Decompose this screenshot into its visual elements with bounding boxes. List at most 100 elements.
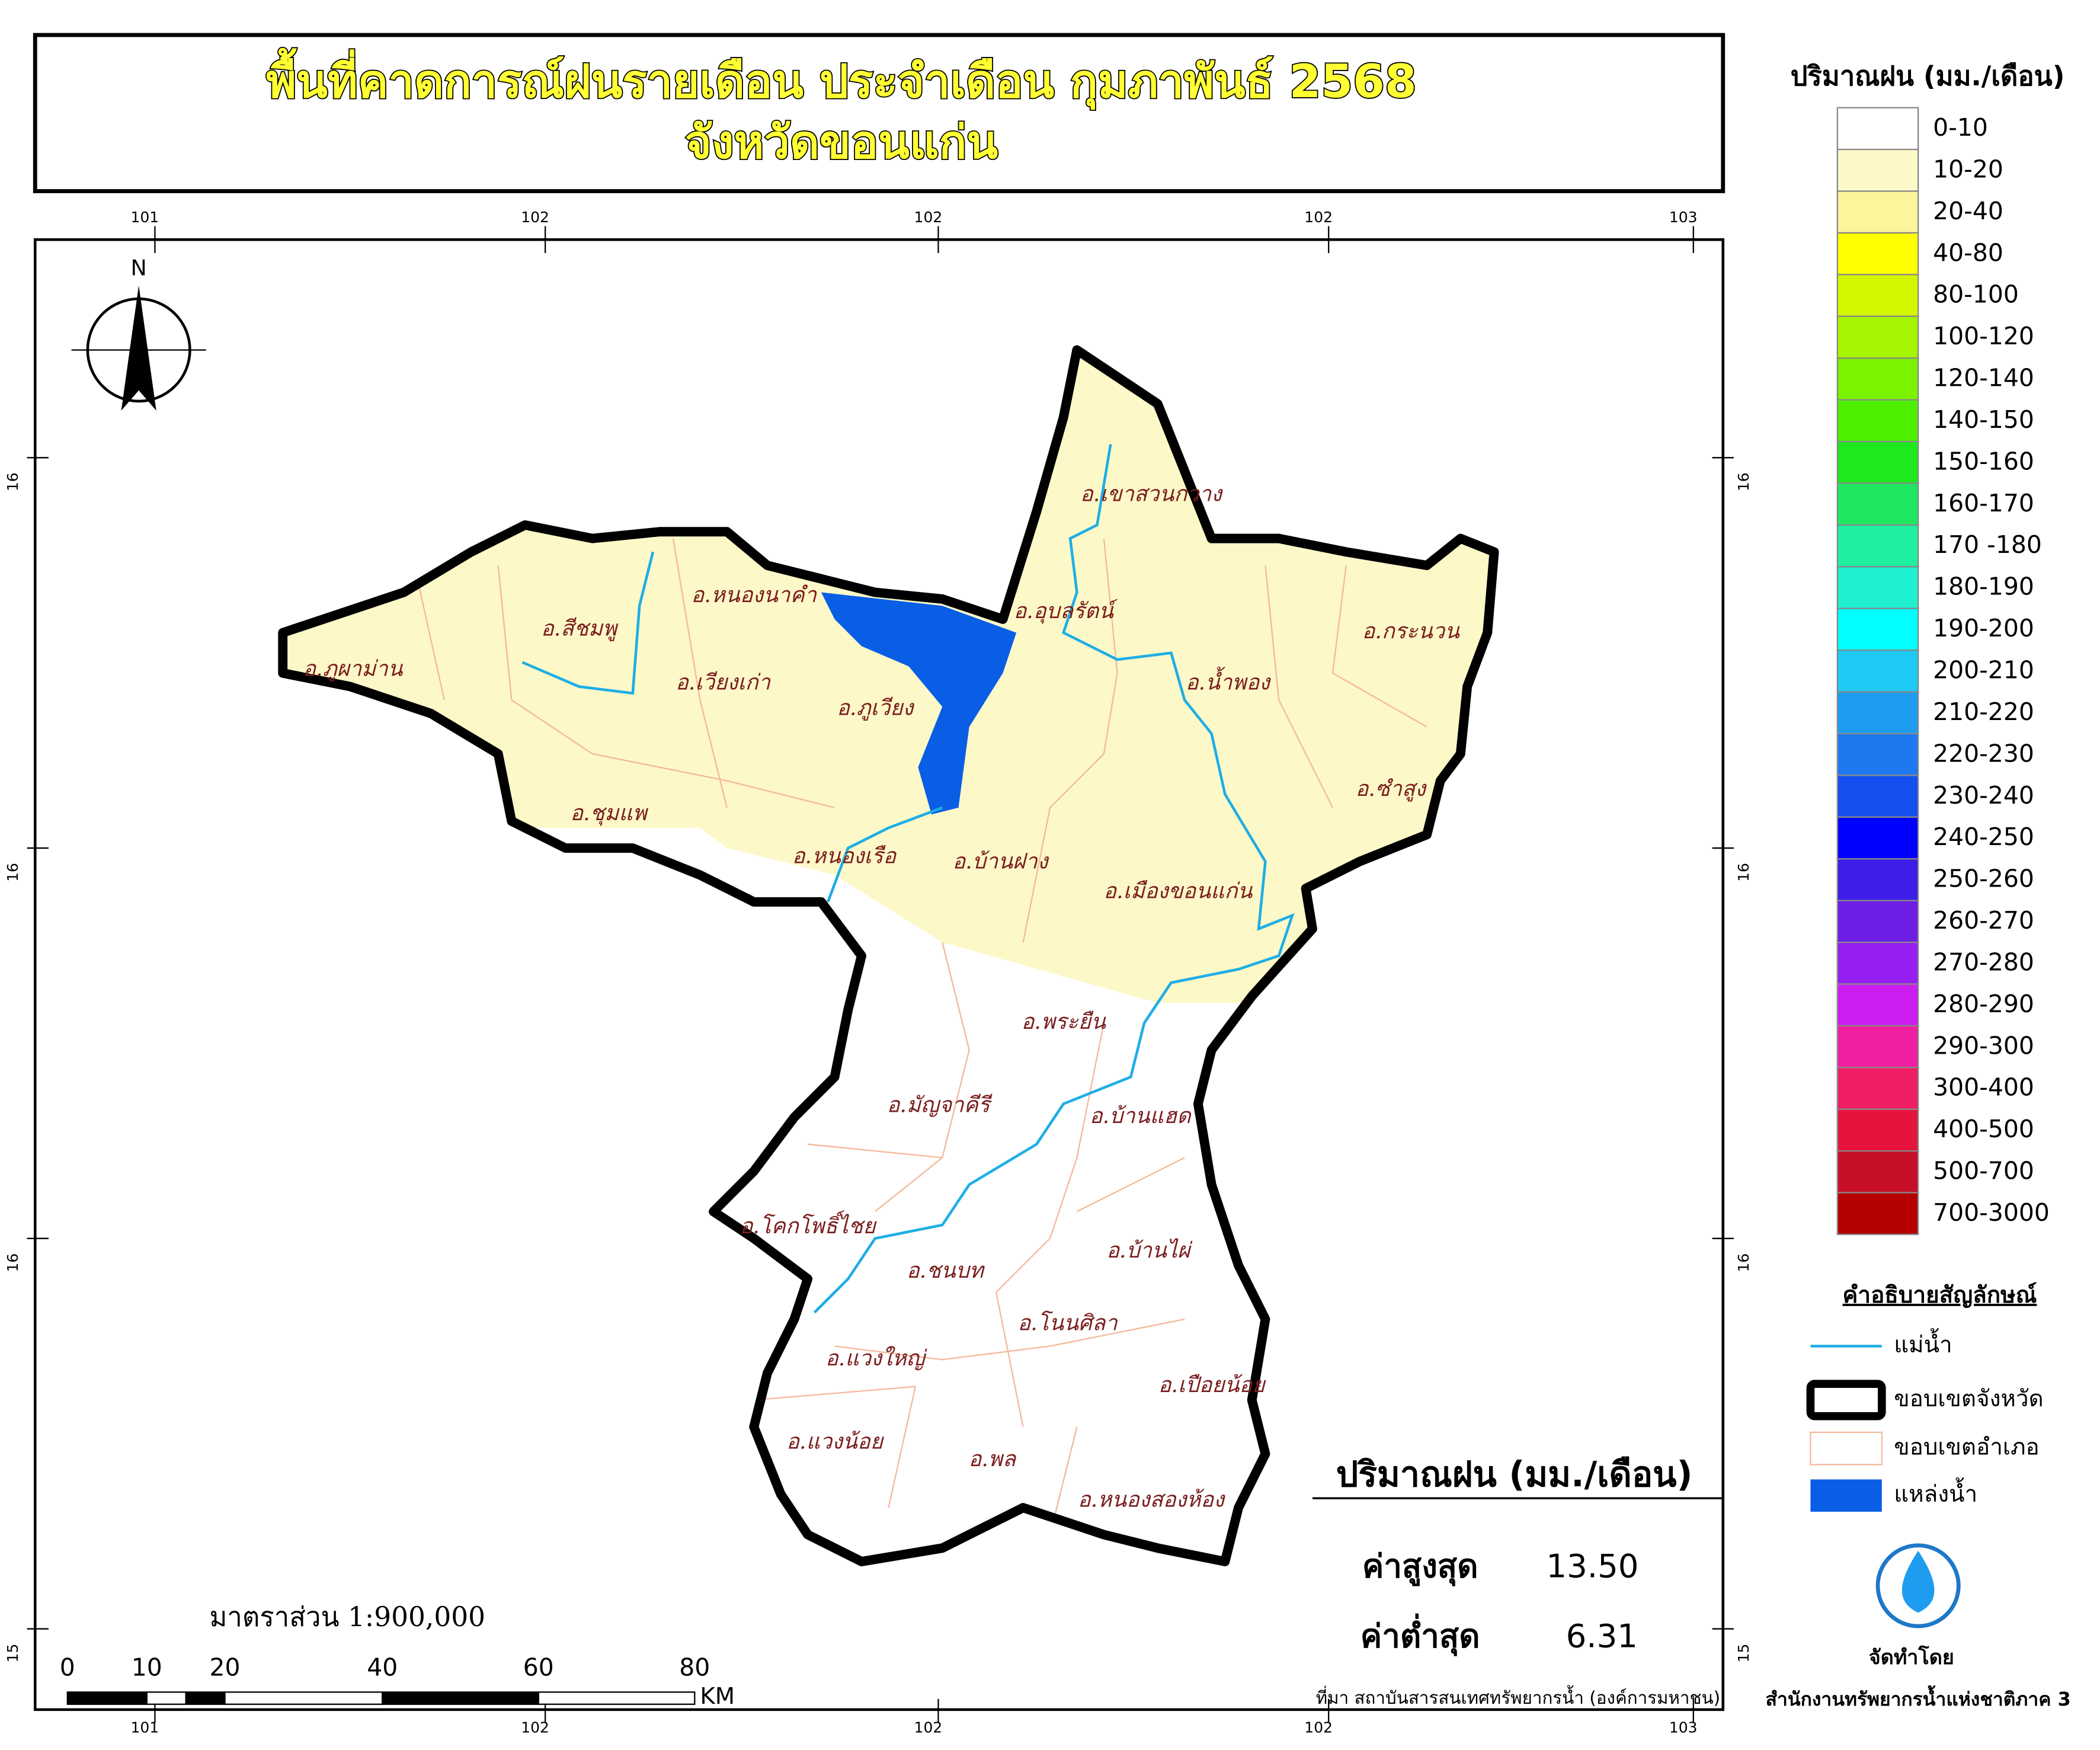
legend-swatch (1836, 524, 1919, 568)
district-label: อ.เมืองขอนแก่น (1103, 878, 1253, 904)
grid-label-right: 15 (1735, 1644, 1752, 1663)
legend-swatch (1836, 732, 1919, 776)
scale-tick: 0 (60, 1653, 75, 1682)
district-label: อ.เวียงเก่า (676, 669, 772, 695)
title-box (33, 33, 1726, 193)
scale-tick: 80 (679, 1653, 710, 1682)
district-label: อ.ภูเวียง (837, 695, 914, 721)
district-boundaries (417, 538, 1427, 1535)
grid-label-bottom: 103 (1669, 1719, 1698, 1736)
symbol-label: แม่น้ำ (1894, 1328, 1952, 1358)
scale-unit: KM (700, 1683, 735, 1710)
grid-label-bottom: 101 (131, 1719, 159, 1736)
legend-swatch (1836, 149, 1919, 192)
legend-label: 500-700 (1933, 1157, 2034, 1185)
logo-drop (1901, 1550, 1935, 1613)
district-label: อ.ชุมแพ (570, 800, 648, 826)
scale-segment (224, 1691, 383, 1705)
legend-swatch (1836, 482, 1919, 526)
legend-swatch (1836, 357, 1919, 401)
legend-swatch (1836, 190, 1919, 234)
scale-tick: 60 (523, 1653, 554, 1682)
legend-label: 120-140 (1933, 364, 2034, 392)
legend-swatch (1836, 858, 1919, 901)
scale-tick: 20 (210, 1653, 241, 1682)
district-label: อ.ซำสูง (1356, 776, 1427, 802)
legend-label: 190-200 (1933, 614, 2034, 642)
district-label: อ.อุบลรัตน์ (1013, 598, 1118, 624)
district-label: อ.แวงใหญ่ (825, 1345, 928, 1371)
legend-swatch (1836, 775, 1919, 818)
district-label: อ.ภูผาม่าน (303, 656, 403, 682)
legend-label: 400-500 (1933, 1115, 2034, 1143)
grid-label-top: 102 (914, 209, 943, 226)
district-label: อ.มัญจาคีรี (887, 1092, 993, 1118)
legend-swatch (1836, 691, 1919, 735)
legend-swatch (1836, 1067, 1919, 1110)
district-label: อ.เขาสวนกวาง (1080, 481, 1223, 506)
legend-label: 250-260 (1933, 865, 2034, 893)
symbol-label: ขอบเขตอำเภอ (1894, 1434, 2039, 1461)
legend-label: 210-220 (1933, 698, 2034, 726)
district-label: อ.พระยืน (1021, 1009, 1106, 1034)
legend-label: 150-160 (1933, 447, 2034, 475)
legend-swatch (1836, 900, 1919, 943)
district-label: อ.บ้านฝาง (952, 849, 1049, 874)
district-label: อ.หนองสองห้อง (1078, 1486, 1225, 1512)
grid-label-left: 16 (4, 472, 21, 491)
grid-label-right: 16 (1735, 863, 1752, 882)
scale-segment (66, 1691, 148, 1705)
grid-label-right: 16 (1735, 472, 1752, 491)
legend-swatch (1836, 607, 1919, 651)
district-label: อ.น้ำพอง (1186, 666, 1271, 695)
district-label: อ.แวงน้อย (786, 1429, 885, 1454)
grid-label-bottom: 102 (521, 1719, 549, 1736)
legend-label: 40-80 (1933, 238, 2003, 267)
legend-swatch (1836, 399, 1919, 443)
district-label: อ.กระนวน (1362, 618, 1461, 644)
min-value: 6.31 (1566, 1617, 1638, 1655)
legend-label: 140-150 (1933, 405, 2034, 434)
legend-label: 0-10 (1933, 113, 1988, 142)
legend-label: 240-250 (1933, 823, 2034, 851)
max-label: ค่าสูงสุด (1362, 1547, 1478, 1586)
grid-label-top: 103 (1669, 209, 1698, 226)
grid-label-bottom: 102 (1304, 1719, 1333, 1736)
rivers (521, 444, 1295, 1314)
legend-label: 300-400 (1933, 1073, 2034, 1102)
legend-swatch (1836, 440, 1919, 484)
legend-swatch (1836, 1150, 1919, 1194)
subtitle: จังหวัดขอนแก่น (685, 116, 998, 169)
symbol-label: แหล่งน้ำ (1894, 1477, 1977, 1508)
source: ที่มา สถาบันสารสนเทศทรัพยากรน้ำ (องค์การ… (1316, 1685, 1721, 1708)
scale-tick: 40 (367, 1653, 398, 1682)
district-label: อ.บ้านไผ่ (1106, 1237, 1193, 1263)
stats-title: ปริมาณฝน (มม./เดือน) (1336, 1454, 1693, 1495)
legend-label: 200-210 (1933, 655, 2034, 684)
legend-label: 170 -180 (1933, 530, 2042, 559)
credit-label: จัดทำโดย (1869, 1645, 1954, 1669)
district-label: อ.หนองเรือ (792, 843, 898, 868)
legend-swatch (1836, 650, 1919, 693)
legend-swatch (1836, 315, 1919, 359)
reservoir (821, 592, 1017, 815)
north-label: N (131, 255, 147, 280)
legend-swatch (1836, 816, 1919, 860)
symbol-legend-title: คำอธิบายสัญลักษณ์ (1843, 1282, 2037, 1308)
title: พื้นที่คาดการณ์ฝนรายเดือน ประจำเดือน กุม… (266, 47, 1416, 110)
legend-label: 80-100 (1933, 280, 2019, 309)
grid-label-bottom: 102 (914, 1719, 943, 1736)
rain-10-20 (283, 350, 1494, 1003)
legend-label: 160-170 (1933, 489, 2034, 517)
legend-label: 220-230 (1933, 739, 2034, 767)
grid-label-top: 102 (1304, 209, 1333, 226)
district-label: อ.บ้านแฮด (1090, 1103, 1192, 1128)
scale-segment (537, 1691, 696, 1705)
grid-label-left: 16 (4, 863, 21, 882)
legend-label: 270-280 (1933, 948, 2034, 976)
north-arrow: N (71, 255, 206, 411)
legend-label: 100-120 (1933, 322, 2034, 350)
legend-swatch (1836, 232, 1919, 276)
legend-label: 230-240 (1933, 781, 2034, 810)
credit-org: สำนักงานทรัพยากรน้ำแห่งชาติภาค 3 (1766, 1685, 2071, 1710)
